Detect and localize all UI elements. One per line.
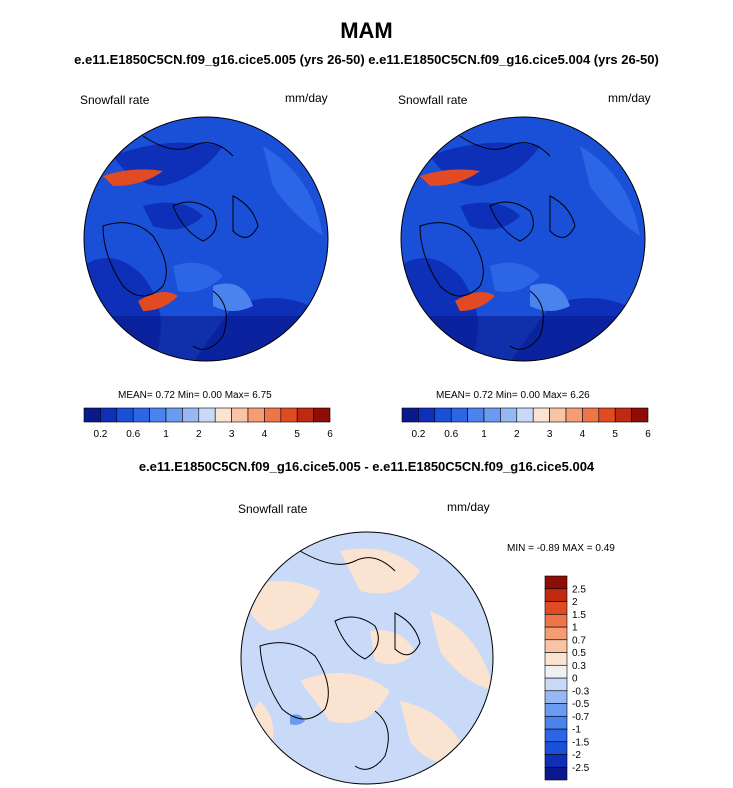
diff-colorbar-tick-label: -2.5 — [572, 763, 590, 774]
diff-colorbar-swatch — [544, 626, 568, 641]
panel2-colorbar-swatch — [631, 407, 649, 423]
panel2-colorbar-tick-label: 6 — [645, 429, 651, 440]
panel1-colorbar: 0.2 0.6 1 2 3 4 5 6 — [83, 407, 333, 440]
panel1-colorbar-tick-label: 5 — [294, 429, 300, 440]
diff-colorbar-swatch — [544, 588, 568, 602]
diff-colorbar-tick-label: -1.5 — [572, 737, 590, 748]
panel1-colorbar-swatch — [280, 407, 298, 423]
diff-colorbar-swatch — [544, 715, 568, 730]
figure-subtitle: e.e11.E1850C5CN.f09_g16.cice5.005 (yrs 2… — [74, 52, 659, 67]
panel2-colorbar-swatch — [532, 407, 550, 423]
panel2-colorbar-swatch — [467, 407, 485, 423]
diff-stats: MIN = -0.89 MAX = 0.49 — [507, 543, 615, 554]
panel2-colorbar-tick-label: 0.6 — [444, 429, 458, 440]
diff-colorbar-tick-label: 0.5 — [572, 648, 586, 659]
panel2-colorbar-tick-label: 0.2 — [411, 429, 425, 440]
panel1-colorbar-swatch — [247, 407, 265, 423]
panel2-stats: MEAN= 0.72 Min= 0.00 Max= 6.26 — [436, 390, 590, 401]
panel1-colorbar-swatch — [132, 407, 150, 423]
diff-colorbar-tick-label: 1.5 — [572, 610, 586, 621]
panel2-variable-label: Snowfall rate — [398, 93, 468, 107]
diff-colorbar-swatch — [544, 728, 568, 743]
panel1-colorbar-swatch — [214, 407, 232, 423]
panel1-colorbar-swatch — [296, 407, 314, 423]
panel1-units-label: mm/day — [285, 91, 328, 105]
diff-colorbar-swatch — [544, 652, 568, 666]
panel1-colorbar-swatch — [149, 407, 167, 423]
diff-colorbar-tick-label: -1 — [572, 725, 581, 736]
diff-variable-label: Snowfall rate — [238, 502, 308, 516]
diff-colorbar-tick-label: 2 — [572, 597, 578, 608]
panel2-colorbar-tick-label: 5 — [612, 429, 618, 440]
diff-colorbar: -2.5 -2 -1.5-1 -0.7 -0.5 -0.30 0.3 0.5 0.71 1.5 2 2… — [544, 575, 590, 781]
panel1-colorbar-swatch — [165, 407, 183, 423]
panel1-colorbar-tick-label: 6 — [327, 429, 333, 440]
difference-title: e.e11.E1850C5CN.f09_g16.cice5.005 - e.e1… — [138, 459, 595, 474]
panel2-colorbar-swatch — [434, 407, 452, 423]
diff-colorbar-swatch — [544, 664, 568, 679]
diff-colorbar-tick-label: -0.3 — [572, 686, 590, 697]
panel2-colorbar-swatch — [450, 407, 468, 423]
panel1-colorbar-tick-label: 0.6 — [126, 429, 140, 440]
panel2-colorbar-swatch — [483, 407, 501, 423]
panel1-colorbar-tick-label: 1 — [163, 429, 169, 440]
panel1-colorbar-swatch — [182, 407, 200, 423]
diff-colorbar-swatch — [544, 613, 568, 628]
panel1-stats: MEAN= 0.72 Min= 0.00 Max= 6.75 — [118, 390, 272, 401]
diff-colorbar-tick-label: -0.7 — [572, 712, 590, 723]
diff-colorbar-tick-label: 0.3 — [572, 661, 586, 672]
panel1-colorbar-swatch — [83, 407, 101, 423]
panel1-colorbar-swatch — [116, 407, 134, 423]
panel1-colorbar-swatch — [231, 407, 249, 423]
panel1-colorbar-swatch — [100, 407, 118, 423]
panel1-colorbar-swatch — [198, 407, 216, 423]
panel2-colorbar-swatch — [598, 407, 616, 423]
diff-colorbar-swatch — [544, 601, 568, 615]
difference-polar-map — [240, 531, 494, 785]
diff-colorbar-tick-label: 0.7 — [572, 635, 586, 646]
panel2-colorbar-swatch — [500, 407, 518, 423]
panel1-variable-label: Snowfall rate — [80, 93, 150, 107]
panel2-colorbar-tick-label: 2 — [514, 429, 520, 440]
panel1-colorbar-tick-label: 0.2 — [93, 429, 107, 440]
panel2-colorbar-swatch — [582, 407, 600, 423]
panel1-colorbar-tick-label: 3 — [229, 429, 235, 440]
panel1-colorbar-tick-label: 4 — [262, 429, 268, 440]
diff-colorbar-tick-label: 0 — [572, 674, 578, 685]
diff-colorbar-swatch — [544, 766, 568, 781]
diff-units-label: mm/day — [447, 500, 490, 514]
diff-colorbar-tick-label: 2.5 — [572, 584, 586, 595]
diff-colorbar-swatch — [544, 677, 568, 692]
panel2-units-label: mm/day — [608, 91, 651, 105]
diff-colorbar-swatch — [544, 703, 568, 717]
panel2-colorbar-swatch — [516, 407, 534, 423]
panel2-colorbar-swatch — [401, 407, 419, 423]
panel1-colorbar-tick-label: 2 — [196, 429, 202, 440]
diff-colorbar-swatch — [544, 575, 568, 590]
panel2-colorbar-swatch — [565, 407, 583, 423]
panel2-colorbar-swatch — [614, 407, 632, 423]
panel2-colorbar-tick-label: 3 — [547, 429, 553, 440]
diff-colorbar-tick-label: -0.5 — [572, 699, 590, 710]
panel2-colorbar-swatch — [418, 407, 436, 423]
panel2-colorbar-tick-label: 1 — [481, 429, 487, 440]
diff-colorbar-swatch — [544, 690, 568, 704]
panel2-colorbar-swatch — [549, 407, 567, 423]
panel1-colorbar-swatch — [313, 407, 331, 423]
panel2-polar-map — [400, 116, 646, 362]
panel2-colorbar: 0.2 0.6 1 2 3 4 5 6 — [401, 407, 651, 440]
diff-colorbar-tick-label: -2 — [572, 750, 581, 761]
diff-colorbar-tick-label: 1 — [572, 623, 578, 634]
diff-colorbar-swatch — [544, 754, 568, 768]
panel1-colorbar-swatch — [264, 407, 282, 423]
panel2-colorbar-tick-label: 4 — [580, 429, 586, 440]
figure-title: MAM — [340, 18, 393, 43]
diff-colorbar-swatch — [544, 741, 568, 755]
diff-colorbar-swatch — [544, 639, 568, 653]
panel1-polar-map — [83, 116, 329, 362]
